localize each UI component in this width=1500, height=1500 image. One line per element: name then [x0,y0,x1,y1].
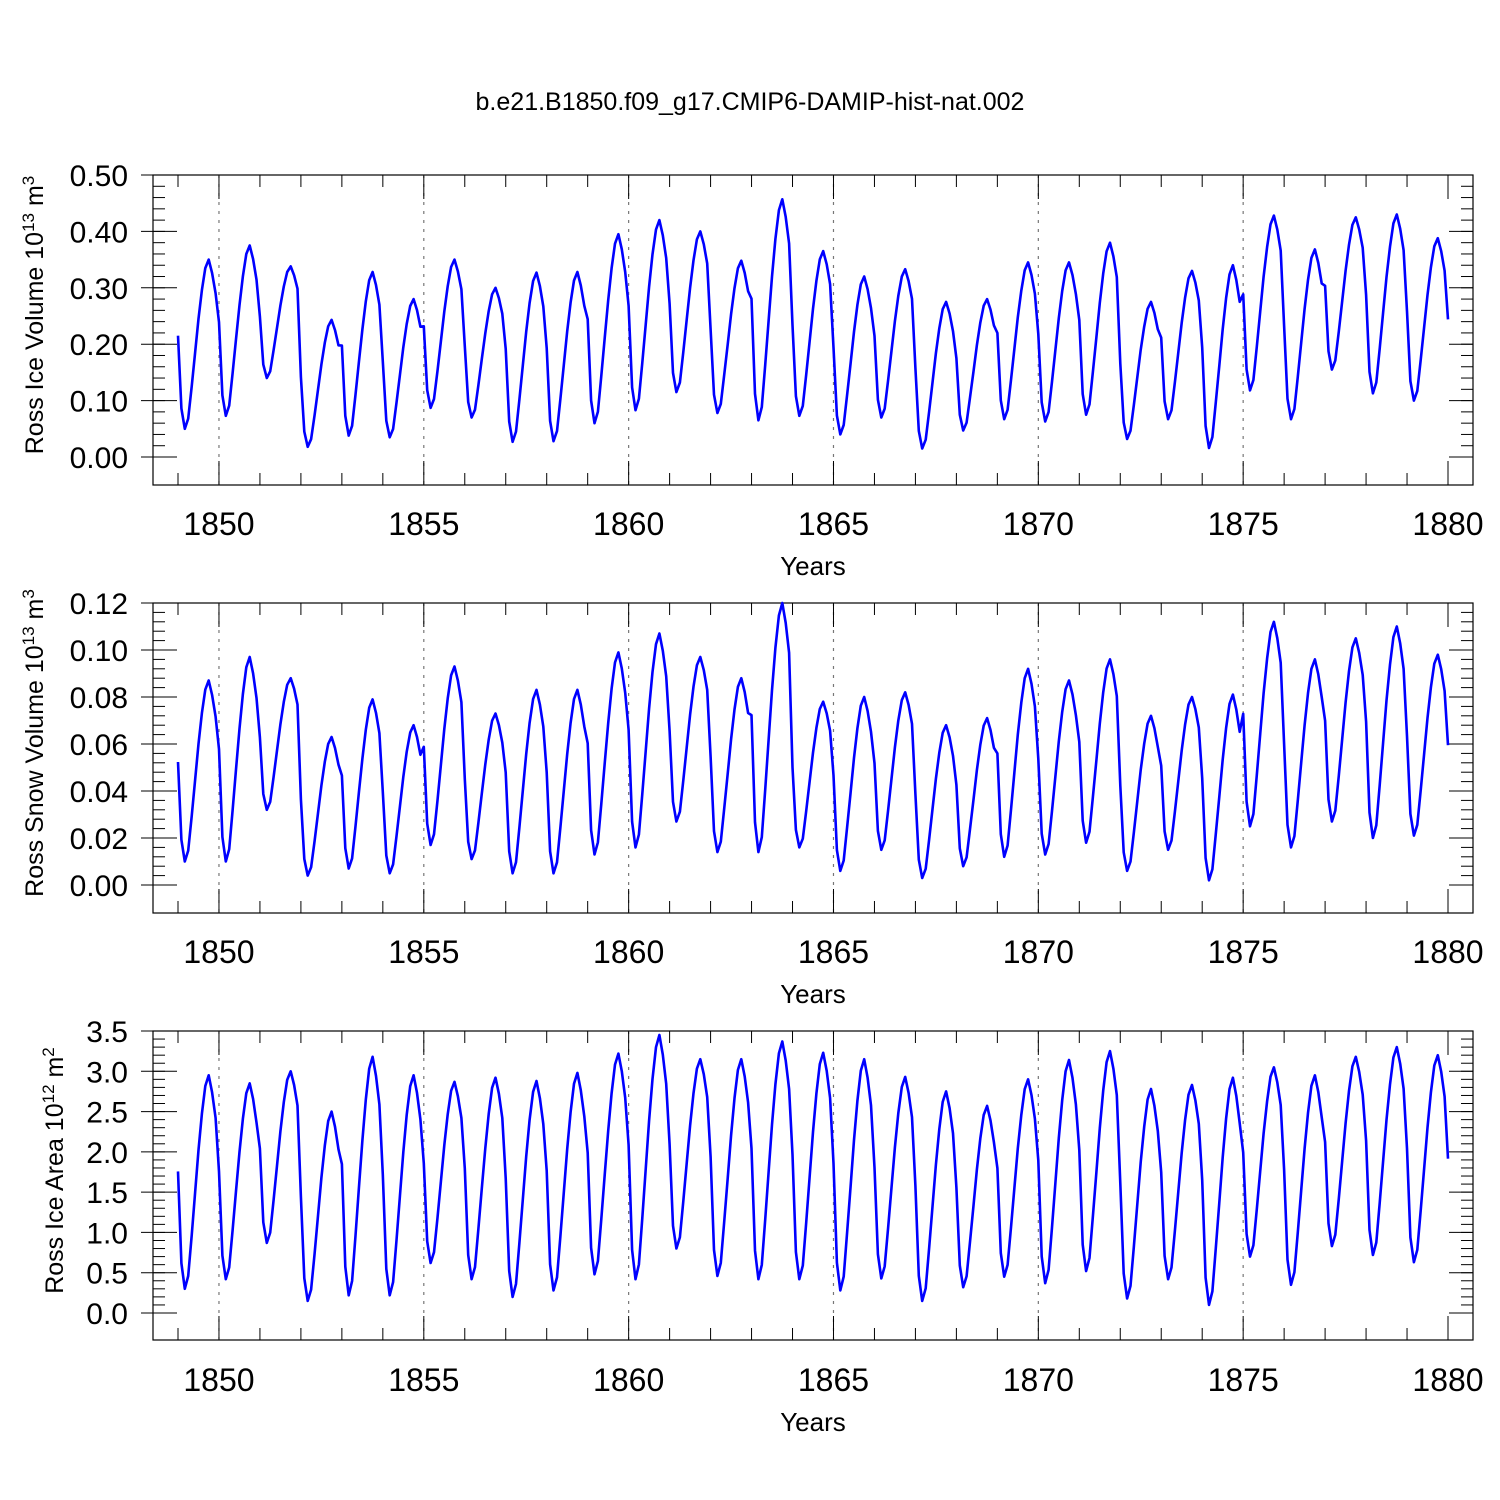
y-tick-label: 0.00 [70,870,128,903]
y-tick-label: 0.04 [70,776,128,809]
y-tick-label: 0.20 [70,329,128,362]
y-tick-label: 1.0 [86,1217,128,1250]
x-tick-label: 1860 [593,934,664,970]
ross-snow-volume-series-line [176,601,1450,882]
plot-frame [152,602,1474,914]
y-tick-label: 2.0 [86,1137,128,1170]
page-title: b.e21.B1850.f09_g17.CMIP6-DAMIP-hist-nat… [476,88,1025,116]
x-tick-label: 1870 [1003,934,1074,970]
plot-frame [152,174,1474,486]
x-tick-label: 1865 [798,934,869,970]
y-tick-label: 0.50 [70,160,128,193]
y-tick-label: 0.12 [70,588,128,621]
y-tick-label: 3.0 [86,1056,128,1089]
y-tick-label: 0.40 [70,216,128,249]
y-tick-label: 0.5 [86,1258,128,1291]
x-tick-label: 1855 [388,1362,459,1398]
y-tick-label: 0.00 [70,442,128,475]
x-tick-label: 1850 [183,506,254,542]
y-tick-label: 0.10 [70,386,128,419]
x-tick-label: 1865 [798,506,869,542]
x-tick-label: 1865 [798,1362,869,1398]
ross-ice-volume-panel: 0.00 0.10 0.20 0.30 0.40 0.50 1850 1855 1860 1865… [19,160,1484,581]
x-tick-label: 1860 [593,506,664,542]
ross-snow-volume-panel: 0.00 0.02 0.04 0.06 0.08 0.10 0.12 1850 1855 1860… [19,588,1484,1009]
plot-frame [152,1030,1474,1341]
x-tick-label: 1850 [183,934,254,970]
y-axis-title: Ross Ice Area 1012 m2 [39,1047,70,1294]
x-tick-label: 1875 [1208,934,1279,970]
ross-ice-volume-series-line [176,198,1450,450]
x-tick-label: 1870 [1003,506,1074,542]
y-tick-label: 0.10 [70,635,128,668]
y-tick-label: 0.30 [70,273,128,306]
y-tick-label: 1.5 [86,1177,128,1210]
y-tick-label: 0.08 [70,682,128,715]
x-tick-label: 1855 [388,506,459,542]
x-tick-label: 1880 [1412,1362,1483,1398]
y-axis-title: Ross Ice Volume 1013 m3 [19,176,50,455]
y-tick-label: 3.5 [86,1016,128,1049]
x-axis-title: Years [780,551,846,581]
y-tick-label: 0.0 [86,1298,128,1331]
x-tick-label: 1875 [1208,506,1279,542]
ross-ice-area-series-line [176,1033,1450,1307]
y-axis-title: Ross Snow Volume 1013 m3 [19,589,50,897]
x-axis-title: Years [780,979,846,1009]
ross-ice-area-panel: 0.0 0.5 1.0 1.5 2.0 2.5 3.0 3.5 1850 1855 1860 1865… [39,1016,1484,1437]
x-tick-label: 1850 [183,1362,254,1398]
x-axis-title: Years [780,1407,846,1437]
x-tick-label: 1880 [1412,934,1483,970]
y-tick-label: 0.06 [70,729,128,762]
x-tick-label: 1855 [388,934,459,970]
y-tick-label: 0.02 [70,823,128,856]
x-tick-label: 1880 [1412,506,1483,542]
x-tick-label: 1875 [1208,1362,1279,1398]
x-tick-label: 1870 [1003,1362,1074,1398]
y-tick-label: 2.5 [86,1097,128,1130]
x-tick-label: 1860 [593,1362,664,1398]
